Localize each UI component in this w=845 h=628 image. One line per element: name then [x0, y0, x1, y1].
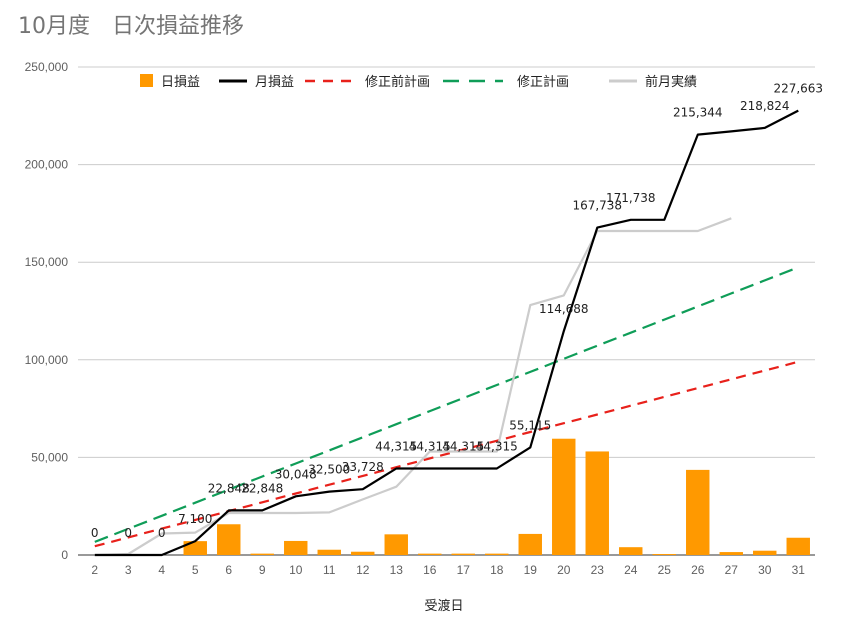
- data-label: 44,315: [442, 439, 484, 453]
- legend-label: 前月実績: [645, 74, 697, 90]
- y-tick-label: 0: [61, 548, 68, 562]
- y-tick-label: 150,000: [25, 255, 69, 269]
- x-tick-label: 30: [758, 563, 772, 577]
- data-label: 114,688: [539, 302, 589, 316]
- bar: [753, 550, 777, 555]
- bar: [786, 537, 810, 555]
- data-label: 0: [91, 526, 99, 540]
- data-label: 22,848: [241, 481, 283, 495]
- bar: [619, 547, 643, 555]
- bar: [652, 554, 676, 555]
- legend-swatch: [140, 74, 153, 87]
- x-tick-label: 27: [725, 563, 739, 577]
- x-axis-title: 受渡日: [424, 598, 463, 614]
- x-tick-label: 2: [91, 563, 98, 577]
- bar: [485, 553, 509, 555]
- bar: [418, 553, 442, 555]
- bar-series: [183, 438, 810, 555]
- x-tick-label: 9: [259, 563, 266, 577]
- data-label: 44,315: [375, 439, 417, 453]
- bar: [384, 534, 408, 555]
- line-series: [94, 109, 799, 557]
- data-label: 0: [124, 526, 132, 540]
- series-line: [94, 217, 732, 557]
- y-tick-labels: 0 50,000 100,000 150,000 200,000 250,000: [25, 60, 69, 562]
- legend-label: 修正前計画: [365, 74, 430, 90]
- x-tick-label: 25: [658, 563, 672, 577]
- data-label: 44,315: [476, 439, 518, 453]
- x-tick-label: 17: [457, 563, 471, 577]
- x-tick-label: 12: [356, 563, 370, 577]
- data-label: 32,500: [308, 463, 350, 477]
- legend: 日損益 月損益 修正前計画 修正計画 前月実績: [140, 74, 697, 90]
- x-tick-label: 20: [557, 563, 571, 577]
- legend-label: 日損益: [161, 75, 200, 90]
- legend-label: 修正計画: [517, 74, 569, 90]
- x-tick-label: 11: [323, 563, 336, 577]
- bar: [552, 438, 576, 555]
- x-tick-label: 4: [158, 563, 165, 577]
- x-tick-label: 23: [591, 563, 605, 577]
- bar: [585, 451, 609, 555]
- x-tick-label: 31: [792, 563, 806, 577]
- chart-title: 10月度 日次損益推移: [18, 14, 244, 39]
- y-tick-label: 50,000: [31, 450, 68, 464]
- series-line: [94, 109, 799, 557]
- data-label: 33,728: [342, 460, 384, 474]
- x-tick-label: 18: [490, 563, 504, 577]
- data-label: 0: [158, 526, 166, 540]
- bar: [451, 553, 475, 555]
- data-label: 30,048: [275, 467, 317, 481]
- x-tick-label: 10: [289, 563, 303, 577]
- data-label: 218,824: [740, 99, 790, 113]
- data-label: 215,344: [673, 106, 723, 120]
- data-label: 227,663: [773, 82, 823, 96]
- bar: [351, 551, 375, 555]
- bar: [284, 540, 308, 555]
- legend-label: 月損益: [255, 75, 294, 90]
- x-tick-labels: 2 3 4 5 6 9 10 11 12 13 16 17 18 19 20 23 24 25 26 27 30 31: [91, 563, 805, 577]
- data-label: 55,115: [509, 418, 551, 432]
- x-tick-label: 16: [423, 563, 437, 577]
- x-tick-label: 5: [192, 563, 199, 577]
- x-tick-label: 13: [390, 563, 404, 577]
- x-tick-label: 6: [225, 563, 232, 577]
- x-tick-label: 3: [125, 563, 132, 577]
- bar: [250, 553, 274, 555]
- y-tick-label: 250,000: [25, 60, 69, 74]
- data-labels: 0 0 07,10022,84822,84830,04832,50033,72844…: [91, 82, 823, 540]
- bar: [183, 541, 207, 555]
- data-label: 44,315: [409, 439, 451, 453]
- data-label: 22,848: [208, 481, 250, 495]
- bar: [518, 533, 542, 555]
- bar: [686, 469, 710, 555]
- y-tick-label: 100,000: [25, 353, 69, 367]
- data-label: 7,100: [178, 512, 212, 526]
- x-tick-label: 19: [524, 563, 538, 577]
- y-tick-label: 200,000: [25, 158, 69, 172]
- data-label: 167,738: [572, 199, 622, 213]
- series-line: [94, 360, 799, 548]
- data-label: 171,738: [606, 191, 656, 205]
- x-tick-label: 26: [691, 563, 705, 577]
- bar: [317, 549, 341, 555]
- x-tick-label: 24: [624, 563, 638, 577]
- bar: [217, 524, 241, 555]
- bar: [719, 552, 743, 555]
